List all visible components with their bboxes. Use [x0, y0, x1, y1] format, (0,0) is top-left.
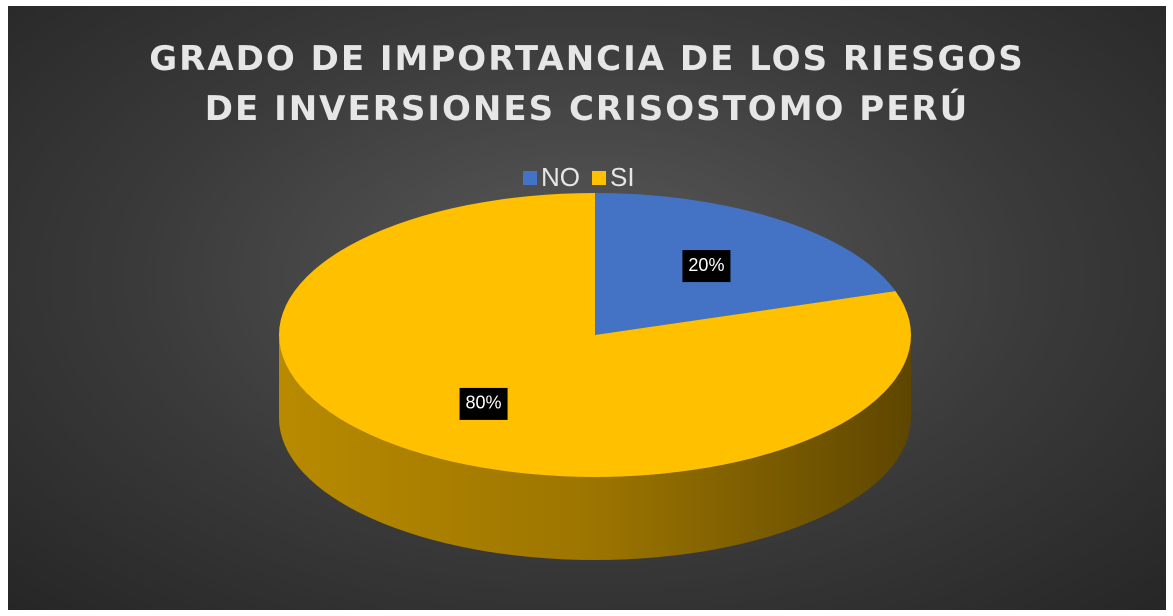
pie-slice [595, 193, 896, 335]
legend-swatch [592, 171, 606, 185]
pie-slice [279, 193, 912, 477]
data-label-box [459, 387, 508, 420]
legend-swatch [523, 171, 537, 185]
pie-side [279, 335, 911, 560]
legend-label: NO [541, 162, 580, 192]
data-label: 20% [688, 255, 724, 275]
chart: NO SI 20% 80% [279, 162, 912, 560]
chart-title: GRADO DE IMPORTANCIA DE LOS RIESGOS DE I… [8, 34, 1166, 134]
data-label: 80% [466, 393, 502, 413]
chart-area: NO SI 20% 80% GRADO DE IMPORTANCIA DE LOS R… [8, 6, 1166, 610]
data-label-box [682, 250, 731, 283]
title-text: GRADO DE IMPORTANCIA DE LOS RIESGOS DE I… [149, 39, 1025, 129]
legend-label: SI [610, 162, 635, 192]
